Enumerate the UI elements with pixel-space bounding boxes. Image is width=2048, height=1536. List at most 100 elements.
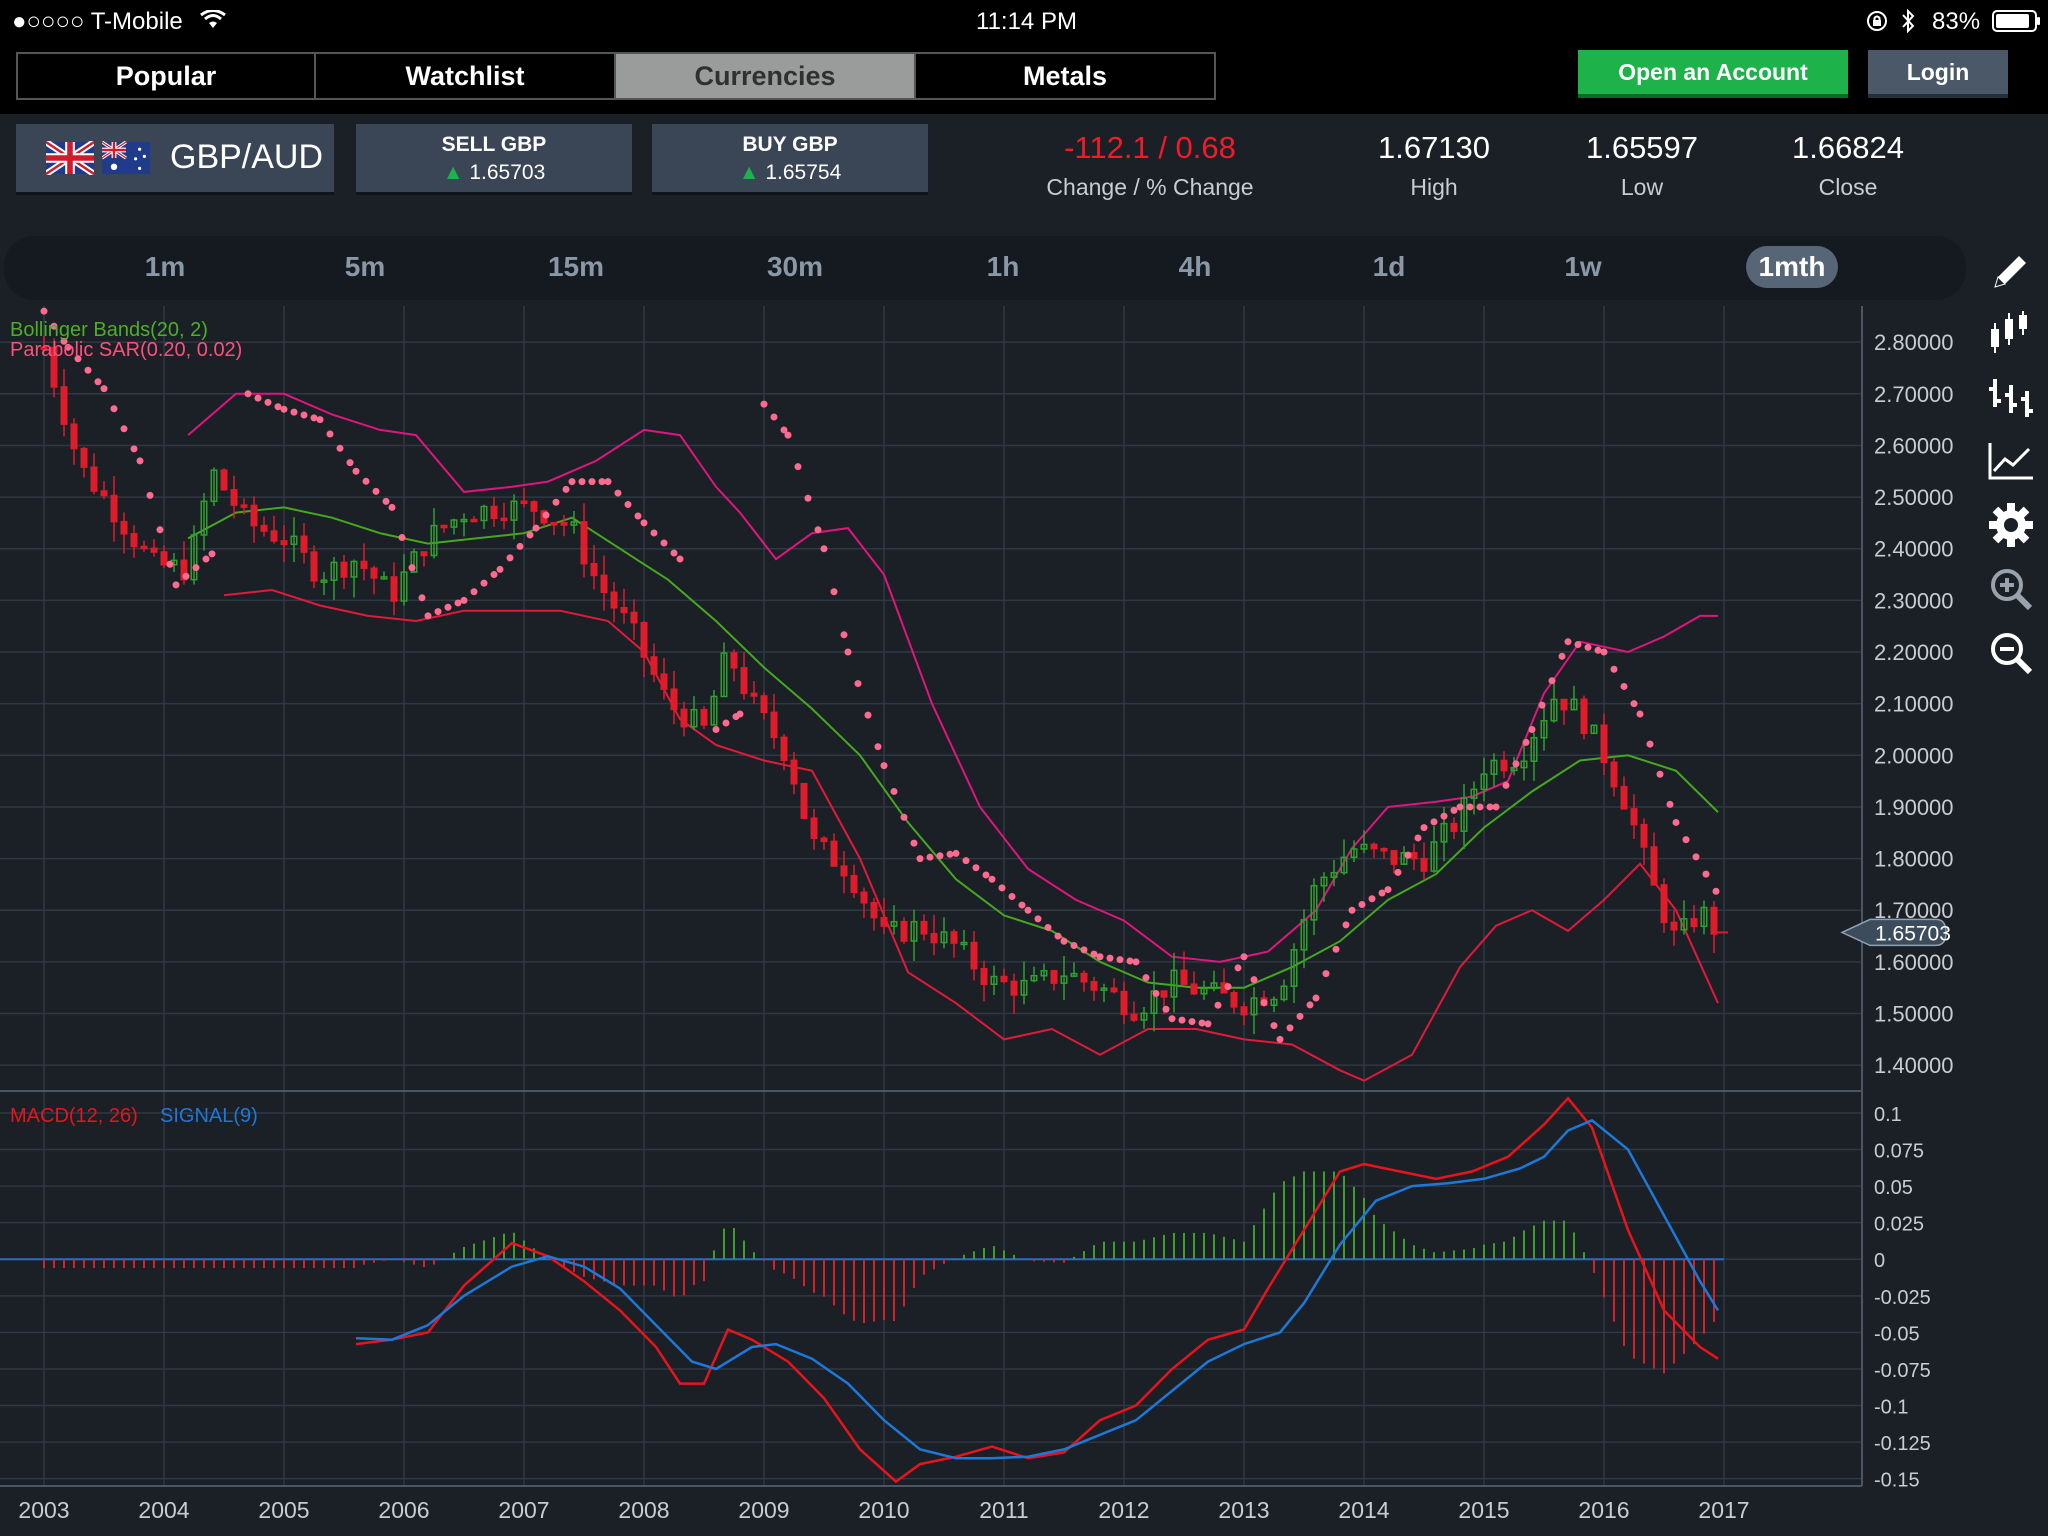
tab-watchlist[interactable]: Watchlist: [314, 52, 616, 100]
sell-button[interactable]: SELL GBP ▲ 1.65703: [356, 124, 632, 192]
candle-body: [1590, 724, 1598, 735]
sar-dot: [182, 572, 190, 580]
sar-dot: [1240, 953, 1248, 961]
timeframe-30m[interactable]: 30m: [766, 251, 824, 282]
bar-chart-icon[interactable]: [1986, 372, 2036, 422]
sar-dot: [614, 489, 622, 497]
timeframe-4h[interactable]: 4h: [1178, 251, 1212, 282]
candle-body: [420, 551, 428, 557]
sar-dot: [1558, 652, 1566, 660]
candle-body: [260, 524, 268, 532]
candle-body: [1680, 918, 1688, 931]
candle-body: [1610, 761, 1618, 788]
macd-axis-label: -0.15: [1874, 1470, 1920, 1492]
sar-dot: [1018, 901, 1026, 909]
timeframe-1d[interactable]: 1d: [1372, 251, 1406, 282]
instrument-selector[interactable]: GBP/AUD: [16, 124, 334, 192]
timeframe-5m[interactable]: 5m: [344, 251, 386, 282]
candle-body: [230, 489, 238, 506]
sar-dot: [880, 762, 888, 770]
sar-dot: [1440, 812, 1448, 820]
timeframe-1m[interactable]: 1m: [144, 251, 186, 282]
timeframe-1h[interactable]: 1h: [986, 251, 1020, 282]
sar-dot: [1610, 665, 1618, 673]
candle-body: [960, 941, 968, 946]
candle-body: [1710, 906, 1718, 935]
sar-dot: [326, 430, 334, 438]
sar-dot: [1168, 1015, 1176, 1023]
buy-price: 1.65754: [765, 161, 842, 184]
candle-body: [200, 500, 208, 536]
timeframe-1w[interactable]: 1w: [1564, 251, 1602, 282]
price-axis-label: 2.20000: [1874, 640, 1954, 665]
sar-dot: [1682, 836, 1690, 844]
sar-dot: [1178, 1016, 1186, 1024]
tab-popular[interactable]: Popular: [16, 52, 316, 100]
sar-dot: [1636, 710, 1644, 718]
macd-label: MACD(12, 26): [10, 1105, 138, 1127]
candle-body: [1280, 985, 1288, 1001]
sar-dot: [310, 414, 318, 422]
sar-dot: [1224, 983, 1232, 991]
year-axis-label: 2012: [1098, 1497, 1149, 1523]
sar-dot: [1574, 641, 1582, 649]
candle-body: [950, 931, 958, 944]
year-axis-label: 2013: [1218, 1497, 1269, 1523]
candle-body: [1200, 987, 1208, 995]
candle-body: [840, 865, 848, 877]
change-label: Change / % Change: [1046, 174, 1254, 200]
candlestick-icon[interactable]: [1986, 308, 2036, 358]
sar-dot: [64, 343, 72, 351]
zoom-in-icon[interactable]: [1986, 564, 2036, 614]
line-chart-icon[interactable]: [1986, 436, 2036, 486]
price-axis-label: 2.30000: [1874, 588, 1954, 613]
candle-body: [1210, 982, 1218, 990]
login-button[interactable]: Login: [1868, 50, 2008, 94]
open-account-button[interactable]: Open an Account: [1578, 50, 1848, 94]
candle-body: [550, 522, 558, 526]
sar-dot: [1188, 1018, 1196, 1026]
sar-dot: [1466, 803, 1474, 811]
sar-dot: [624, 501, 632, 509]
candle-body: [1270, 998, 1278, 1006]
sar-dot: [864, 711, 872, 719]
price-chart[interactable]: 2.80000 2.70000 2.60000 2.50000 2.40000 2.300…: [0, 306, 1976, 1536]
sar-dot: [830, 588, 838, 596]
candle-body: [800, 782, 808, 819]
candle-body: [340, 561, 348, 578]
sar-dot: [130, 445, 138, 453]
candle-body: [1080, 972, 1088, 983]
pencil-icon[interactable]: [1986, 246, 2036, 296]
candle-body: [1470, 788, 1478, 799]
candle-body: [1050, 970, 1058, 984]
tab-currencies[interactable]: Currencies: [614, 52, 916, 100]
candle-body: [1600, 724, 1608, 764]
sar-dot: [1502, 781, 1510, 789]
sar-dot: [146, 491, 154, 499]
sar-dot: [1394, 868, 1402, 876]
year-axis-label: 2007: [498, 1497, 549, 1523]
buy-button[interactable]: BUY GBP ▲ 1.65754: [652, 124, 928, 192]
sar-dot: [1044, 923, 1052, 931]
tab-metals[interactable]: Metals: [914, 52, 1216, 100]
candle-body: [1510, 766, 1518, 772]
sar-dot: [480, 579, 488, 587]
timeframe-15m[interactable]: 15m: [547, 251, 605, 282]
sar-dot: [274, 403, 282, 411]
candle-body: [770, 711, 778, 739]
zoom-out-icon[interactable]: [1986, 628, 2036, 678]
candle-body: [720, 652, 728, 698]
chart-grid: [0, 306, 1863, 1487]
sar-dot: [736, 710, 744, 718]
gear-icon[interactable]: [1986, 500, 2036, 550]
candle-body: [650, 656, 658, 675]
candle-body: [1520, 760, 1528, 769]
sar-dot: [946, 850, 954, 858]
price-axis-label: 1.50000: [1874, 1002, 1954, 1027]
candle-body: [1690, 918, 1698, 928]
candle-body: [1240, 1006, 1248, 1016]
price-axis-label: 2.10000: [1874, 692, 1954, 717]
candle-body: [330, 561, 338, 581]
sar-dot: [202, 555, 210, 563]
timeframe-1mth[interactable]: 1mth: [1746, 246, 1838, 288]
